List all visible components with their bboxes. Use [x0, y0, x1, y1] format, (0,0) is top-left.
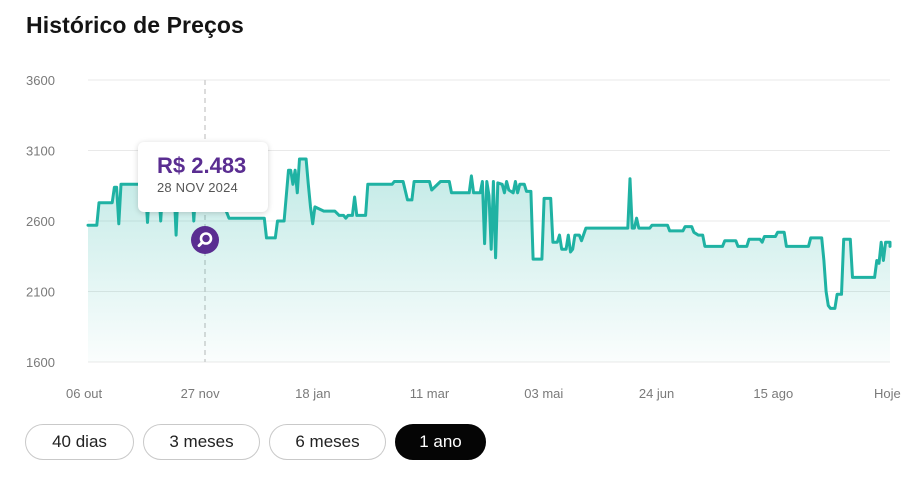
y-tick-label: 1600: [26, 355, 55, 370]
x-tick-label: 06 out: [66, 386, 103, 401]
x-tick-label: 27 nov: [181, 386, 221, 401]
price-tooltip: R$ 2.483 28 NOV 2024: [138, 142, 268, 212]
y-tick-label: 2600: [26, 214, 55, 229]
period-button-1-ano[interactable]: 1 ano: [395, 424, 486, 460]
period-button-6-meses[interactable]: 6 meses: [269, 424, 386, 460]
page-title: Histórico de Preços: [26, 12, 244, 38]
x-tick-label: 15 ago: [753, 386, 793, 401]
x-axis-ticks: 06 out 27 nov 18 jan 11 mar 03 mai 24 jun 15 a…: [66, 386, 901, 401]
period-button-3-meses[interactable]: 3 meses: [143, 424, 260, 460]
price-area: [88, 159, 890, 362]
tooltip-price: R$ 2.483: [157, 153, 247, 178]
y-tick-label: 3600: [26, 73, 55, 88]
tooltip-date: 28 NOV 2024: [157, 180, 238, 195]
x-tick-label: Hoje: [874, 386, 901, 401]
y-tick-label: 2100: [26, 285, 55, 300]
price-history-chart: 1600 2100 2600 3100 3600 06 out 27 nov 18 jan 1…: [26, 73, 901, 401]
search-icon: [197, 232, 213, 248]
y-tick-label: 3100: [26, 144, 55, 159]
x-tick-label: 18 jan: [295, 386, 330, 401]
x-tick-label: 11 mar: [410, 386, 450, 401]
price-line[interactable]: [86, 157, 892, 310]
period-selector: 40 dias 3 meses 6 meses 1 ano: [25, 424, 486, 460]
hover-point-marker[interactable]: [191, 226, 219, 254]
period-button-40-dias[interactable]: 40 dias: [25, 424, 134, 460]
y-axis-ticks: 1600 2100 2600 3100 3600: [26, 73, 55, 370]
x-tick-label: 24 jun: [639, 386, 674, 401]
x-tick-label: 03 mai: [524, 386, 563, 401]
